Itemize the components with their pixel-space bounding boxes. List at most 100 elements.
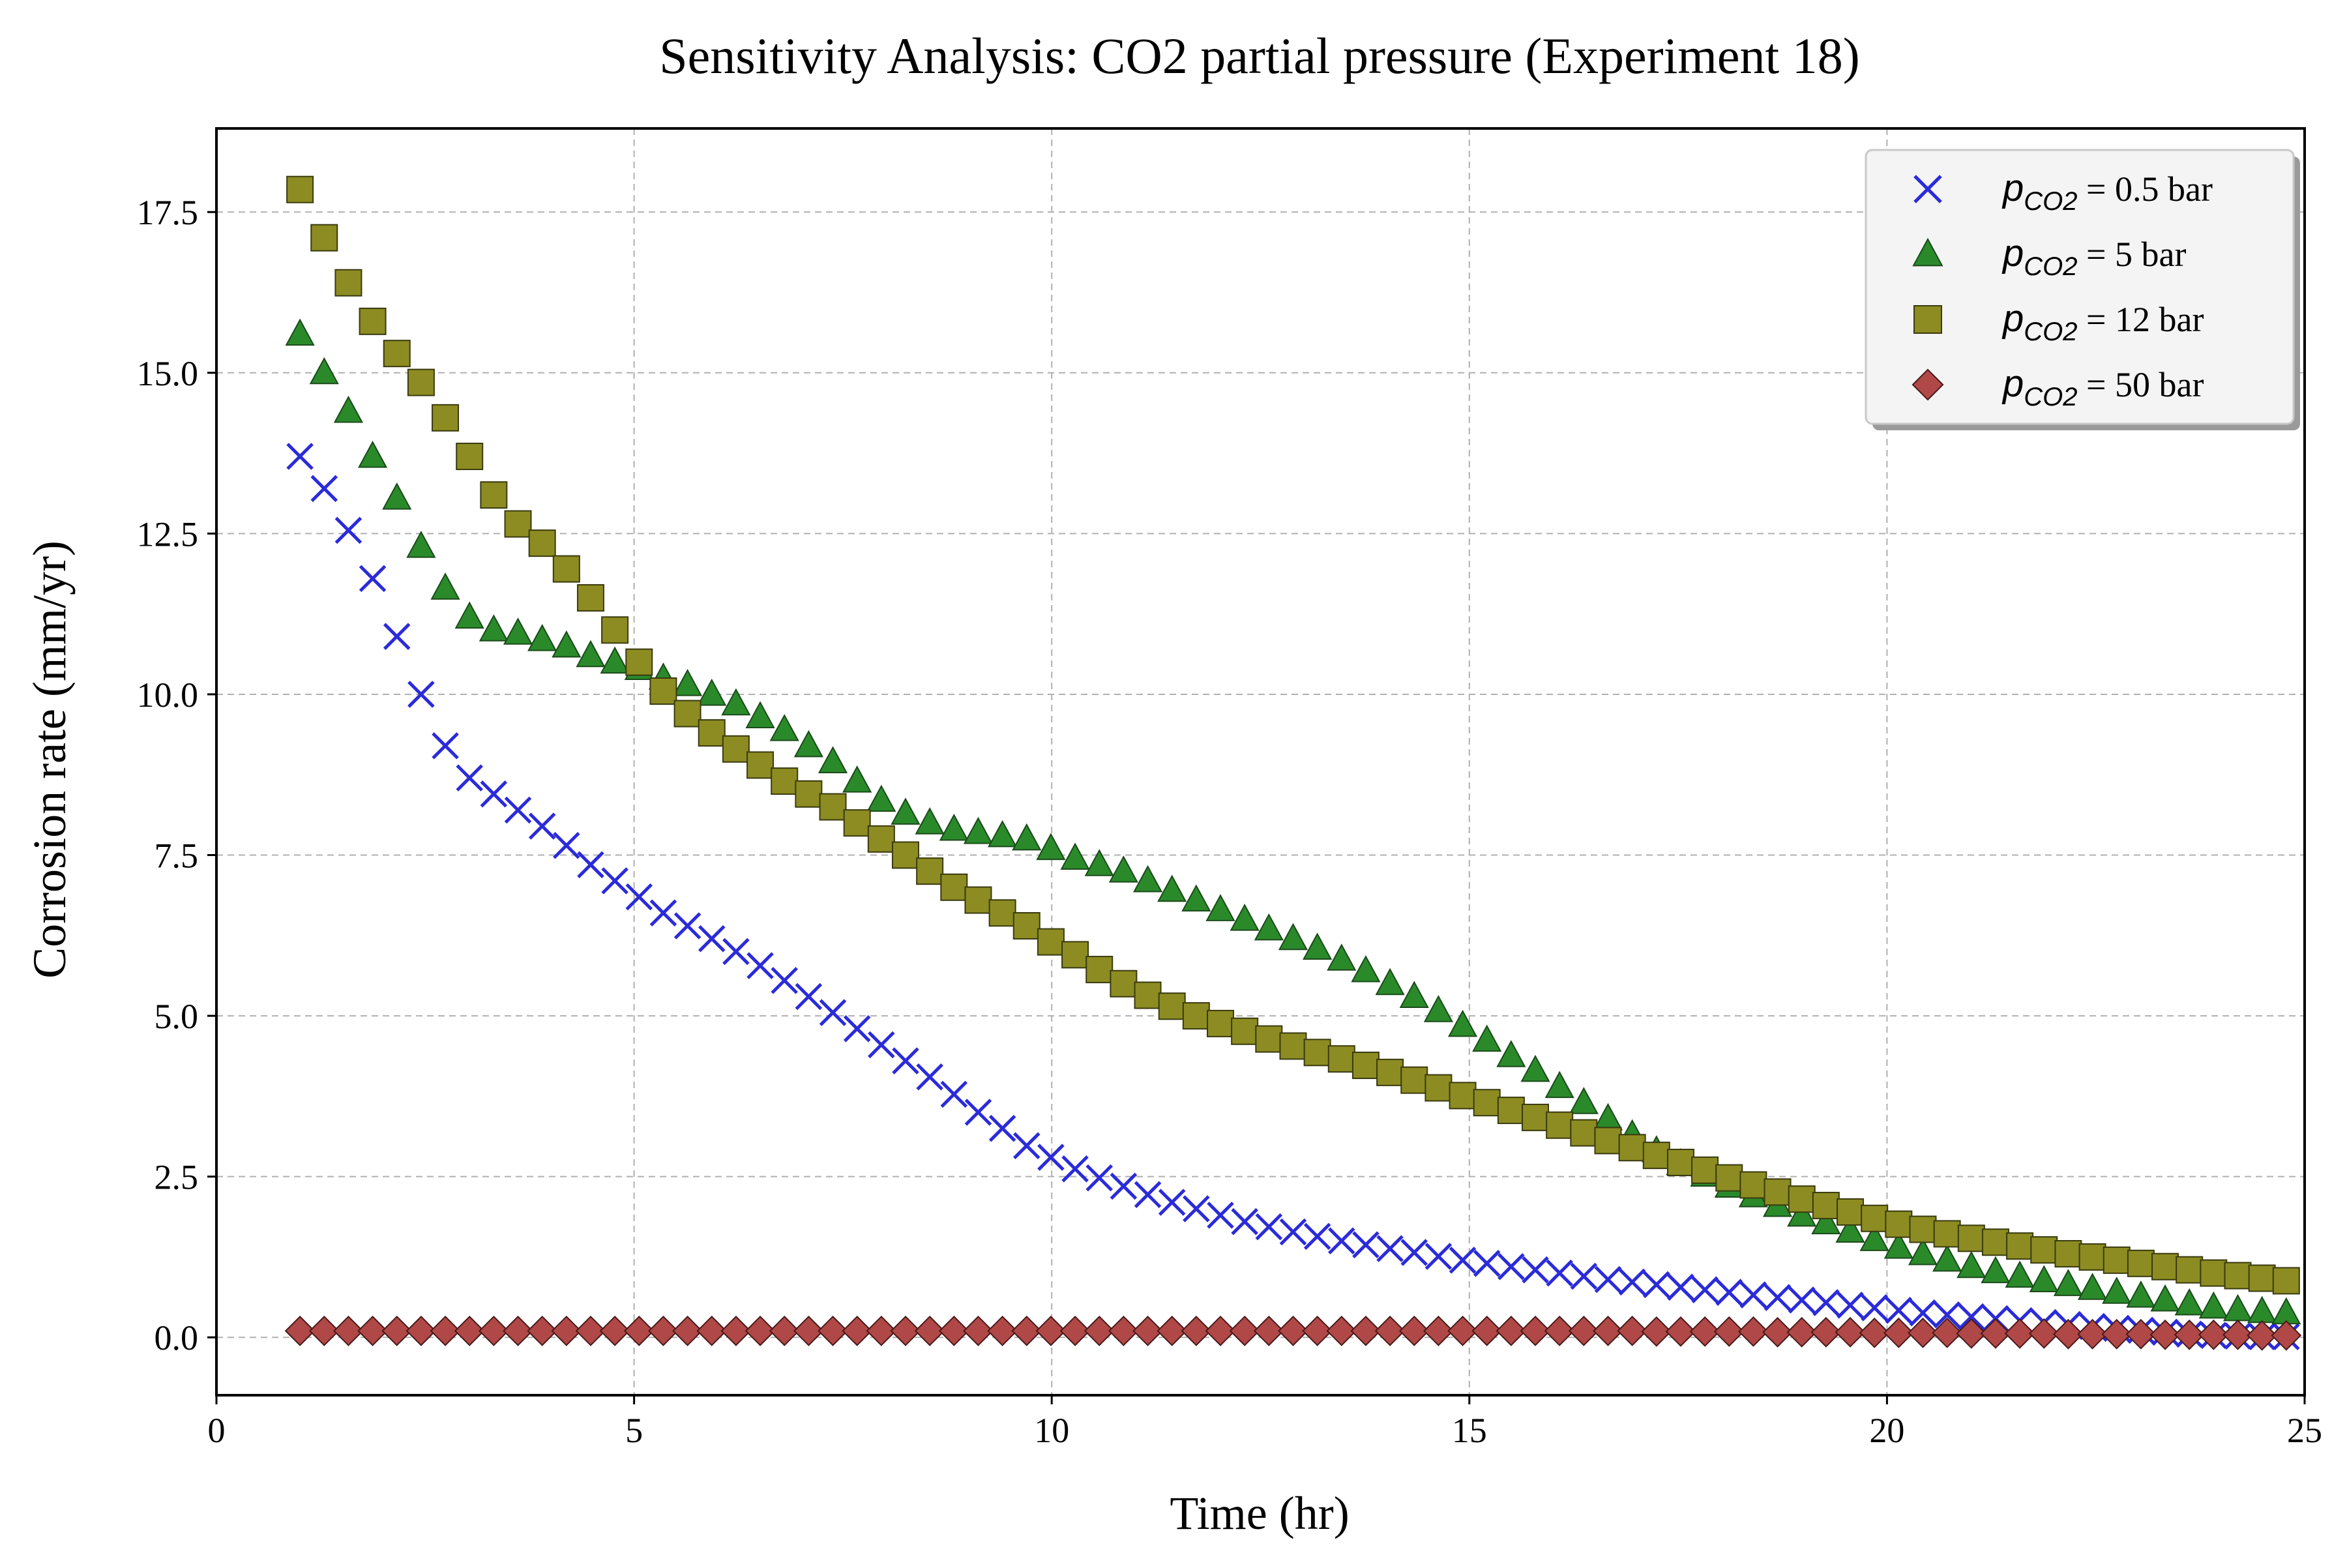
- data-point: [1861, 1204, 1889, 1232]
- data-point: [503, 1315, 533, 1346]
- legend-marker: [1912, 237, 1943, 267]
- data-point: [939, 813, 969, 841]
- data-point: [795, 780, 823, 808]
- data-point: [406, 1315, 437, 1346]
- data-point: [1132, 865, 1163, 893]
- data-point: [1522, 1256, 1549, 1284]
- data-point: [1255, 1213, 1283, 1241]
- data-point: [1546, 1111, 1574, 1139]
- data-point: [746, 751, 775, 779]
- data-point: [963, 816, 994, 844]
- data-point: [406, 530, 436, 558]
- data-point: [1085, 1164, 1113, 1192]
- data-point: [286, 443, 314, 470]
- data-point: [1157, 874, 1187, 902]
- data-point: [1522, 1103, 1550, 1131]
- data-point: [1594, 1265, 1622, 1294]
- data-point: [1400, 1239, 1428, 1266]
- data-point: [1351, 954, 1381, 983]
- data-point: [1424, 1243, 1453, 1270]
- y-axis-label: Corrosion rate (mm/yr): [23, 540, 76, 979]
- data-point: [2198, 1291, 2228, 1319]
- data-point: [818, 746, 848, 773]
- axis-ticks: 0 5 10 15 20 25 0.0 2.5 5.0 7.5 10.0 12.5 15.0 17.5: [137, 193, 2323, 1450]
- data-point: [890, 1315, 921, 1346]
- data-point: [698, 925, 726, 953]
- data-point: [1933, 1220, 1961, 1248]
- data-point: [1035, 1315, 1067, 1346]
- data-point: [308, 1315, 340, 1346]
- data-point: [2150, 1284, 2180, 1312]
- data-point: [310, 224, 338, 252]
- series-1: [285, 318, 2301, 1325]
- data-point: [1424, 1074, 1453, 1102]
- data-point: [769, 714, 799, 741]
- data-point: [745, 701, 775, 728]
- data-point: [1957, 1224, 1985, 1252]
- data-point: [1739, 1171, 1767, 1199]
- data-point: [2125, 1318, 2157, 1350]
- data-point: [1691, 1156, 1719, 1184]
- legend-item: pCO2 = 50 bar: [1912, 362, 2204, 411]
- data-point: [503, 617, 533, 645]
- data-point: [1423, 995, 1453, 1022]
- data-point: [2247, 1320, 2278, 1351]
- data-point: [1764, 1178, 1792, 1206]
- data-point: [2078, 1243, 2106, 1271]
- data-point: [1568, 1315, 1599, 1346]
- data-point: [1835, 1215, 1865, 1243]
- data-point: [696, 1315, 728, 1346]
- data-point: [407, 368, 435, 396]
- data-point: [1012, 1132, 1041, 1160]
- data-point: [1594, 1127, 1622, 1155]
- data-point: [625, 883, 653, 911]
- y-tick-label: 0.0: [155, 1318, 199, 1357]
- chart-title: Sensitivity Analysis: CO2 partial pressu…: [659, 27, 1859, 84]
- data-point: [1908, 1317, 1938, 1348]
- data-point: [916, 1063, 943, 1091]
- data-point: [1786, 1316, 1818, 1348]
- data-point: [673, 700, 701, 728]
- data-point: [1085, 956, 1114, 984]
- data-point: [1812, 1192, 1840, 1220]
- data-point: [454, 1315, 485, 1346]
- data-point: [722, 938, 750, 966]
- data-point: [1011, 1315, 1042, 1346]
- data-point: [1084, 1315, 1115, 1346]
- data-point: [1932, 1244, 1962, 1272]
- data-point: [1546, 1259, 1573, 1287]
- data-point: [1956, 1318, 1987, 1349]
- data-point: [2005, 1260, 2035, 1288]
- data-point: [916, 857, 944, 885]
- y-tick-label: 15.0: [137, 354, 199, 393]
- data-point: [1327, 1045, 1355, 1073]
- data-point: [1398, 1315, 1430, 1346]
- data-point: [1060, 842, 1090, 870]
- data-point: [843, 1015, 871, 1043]
- data-point: [2030, 1236, 2058, 1264]
- data-point: [1837, 1292, 1864, 1319]
- data-point: [963, 1315, 994, 1346]
- data-point: [381, 1315, 413, 1346]
- data-point: [552, 630, 582, 658]
- legend-marker: [1913, 175, 1942, 203]
- data-series: [284, 175, 2302, 1351]
- data-point: [1810, 1316, 1842, 1348]
- data-point: [1084, 849, 1114, 876]
- data-point: [1205, 1315, 1236, 1346]
- data-point: [1158, 992, 1186, 1020]
- data-point: [1328, 1227, 1355, 1255]
- data-point: [600, 646, 630, 674]
- data-point: [1812, 1289, 1840, 1316]
- data-point: [1641, 1316, 1672, 1347]
- data-point: [1883, 1232, 1913, 1259]
- data-point: [1303, 932, 1333, 960]
- series-3: [284, 1315, 2302, 1351]
- data-point: [1036, 833, 1066, 861]
- data-point: [1691, 1276, 1719, 1304]
- data-point: [1303, 1222, 1331, 1250]
- data-point: [1302, 1315, 1333, 1346]
- data-point: [914, 1315, 945, 1346]
